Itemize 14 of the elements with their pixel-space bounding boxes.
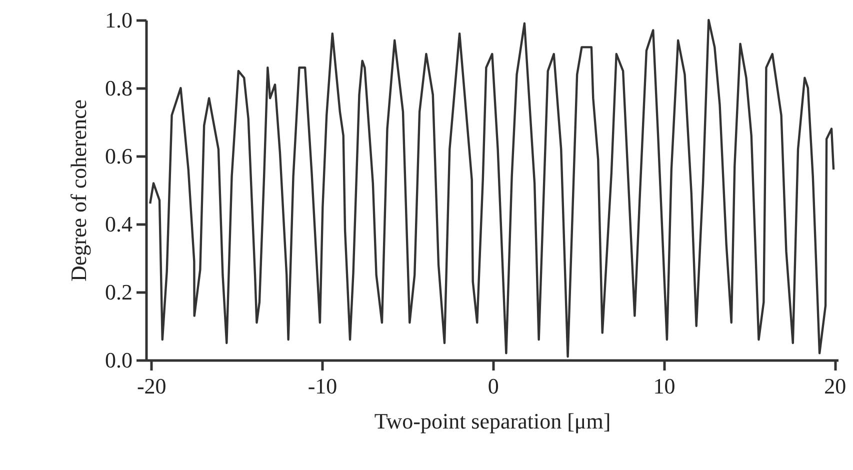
y-tick-label: 0.2 (105, 280, 132, 304)
x-tick-label: -20 (136, 374, 166, 398)
y-tick-label: 0.8 (105, 76, 132, 100)
x-tick-label: -10 (308, 374, 338, 398)
y-tick-label: 0.0 (105, 348, 132, 372)
y-tick-label: 0.4 (105, 212, 132, 236)
x-tick-label: 10 (653, 374, 676, 398)
y-axis-title: Degree of coherence (66, 100, 91, 282)
x-axis-title: Two-point separation [μm] (374, 408, 611, 434)
y-tick-label: 1.0 (105, 8, 132, 32)
line-series (149, 18, 835, 358)
x-tick-label: 0 (488, 374, 499, 398)
y-tick-label: 0.6 (105, 144, 132, 168)
x-tick-label: 20 (824, 374, 846, 398)
